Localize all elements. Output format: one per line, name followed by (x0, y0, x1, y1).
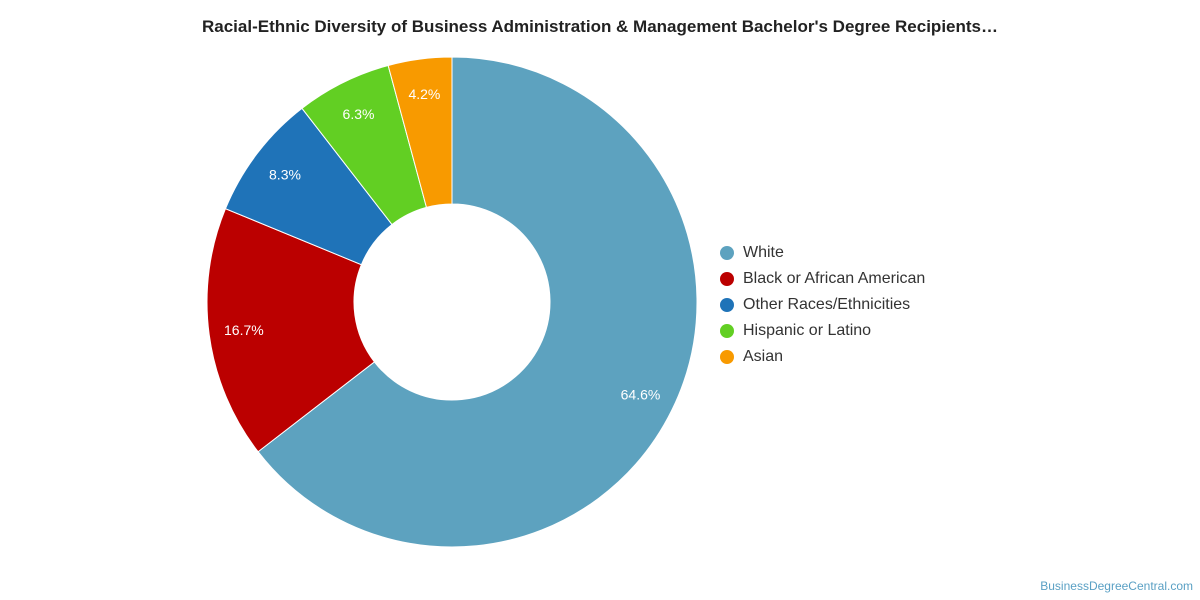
legend-item-4[interactable]: Hispanic or Latino (720, 318, 925, 344)
slice-label-4: 6.3% (343, 106, 375, 122)
slice-label-5: 4.2% (408, 86, 440, 102)
legend-label-5: Asian (743, 348, 784, 365)
legend-swatch-4 (720, 324, 734, 338)
legend-label-2: Black or African American (743, 270, 926, 287)
legend-item-3[interactable]: Other Races/Ethnicities (720, 292, 925, 318)
watermark[interactable]: BusinessDegreeCentral.com (1040, 579, 1193, 593)
slice-2[interactable] (206, 208, 376, 453)
legend-swatch-2 (720, 272, 734, 286)
slice-label-3: 8.3% (269, 167, 301, 183)
slice-5[interactable] (387, 56, 453, 209)
legend-label-3: Other Races/Ethnicities (743, 296, 911, 313)
legend-swatch-3 (720, 298, 734, 312)
legend-item-1[interactable]: White (720, 240, 925, 266)
legend-swatch-1 (720, 246, 734, 260)
legend-swatch-5 (720, 350, 734, 364)
legend-label-4: Hispanic or Latino (743, 322, 872, 339)
legend-item-2[interactable]: Black or African American (720, 266, 925, 292)
legend: White Black or African American Other Race… (720, 240, 925, 370)
slice-1[interactable] (257, 56, 698, 548)
legend-label-1: White (743, 244, 784, 261)
legend-item-5[interactable]: Asian (720, 344, 925, 370)
slice-label-2: 16.7% (224, 322, 264, 338)
chart-title: Racial-Ethnic Diversity of Business Admi… (201, 17, 998, 36)
slice-label-1: 64.6% (621, 387, 661, 403)
